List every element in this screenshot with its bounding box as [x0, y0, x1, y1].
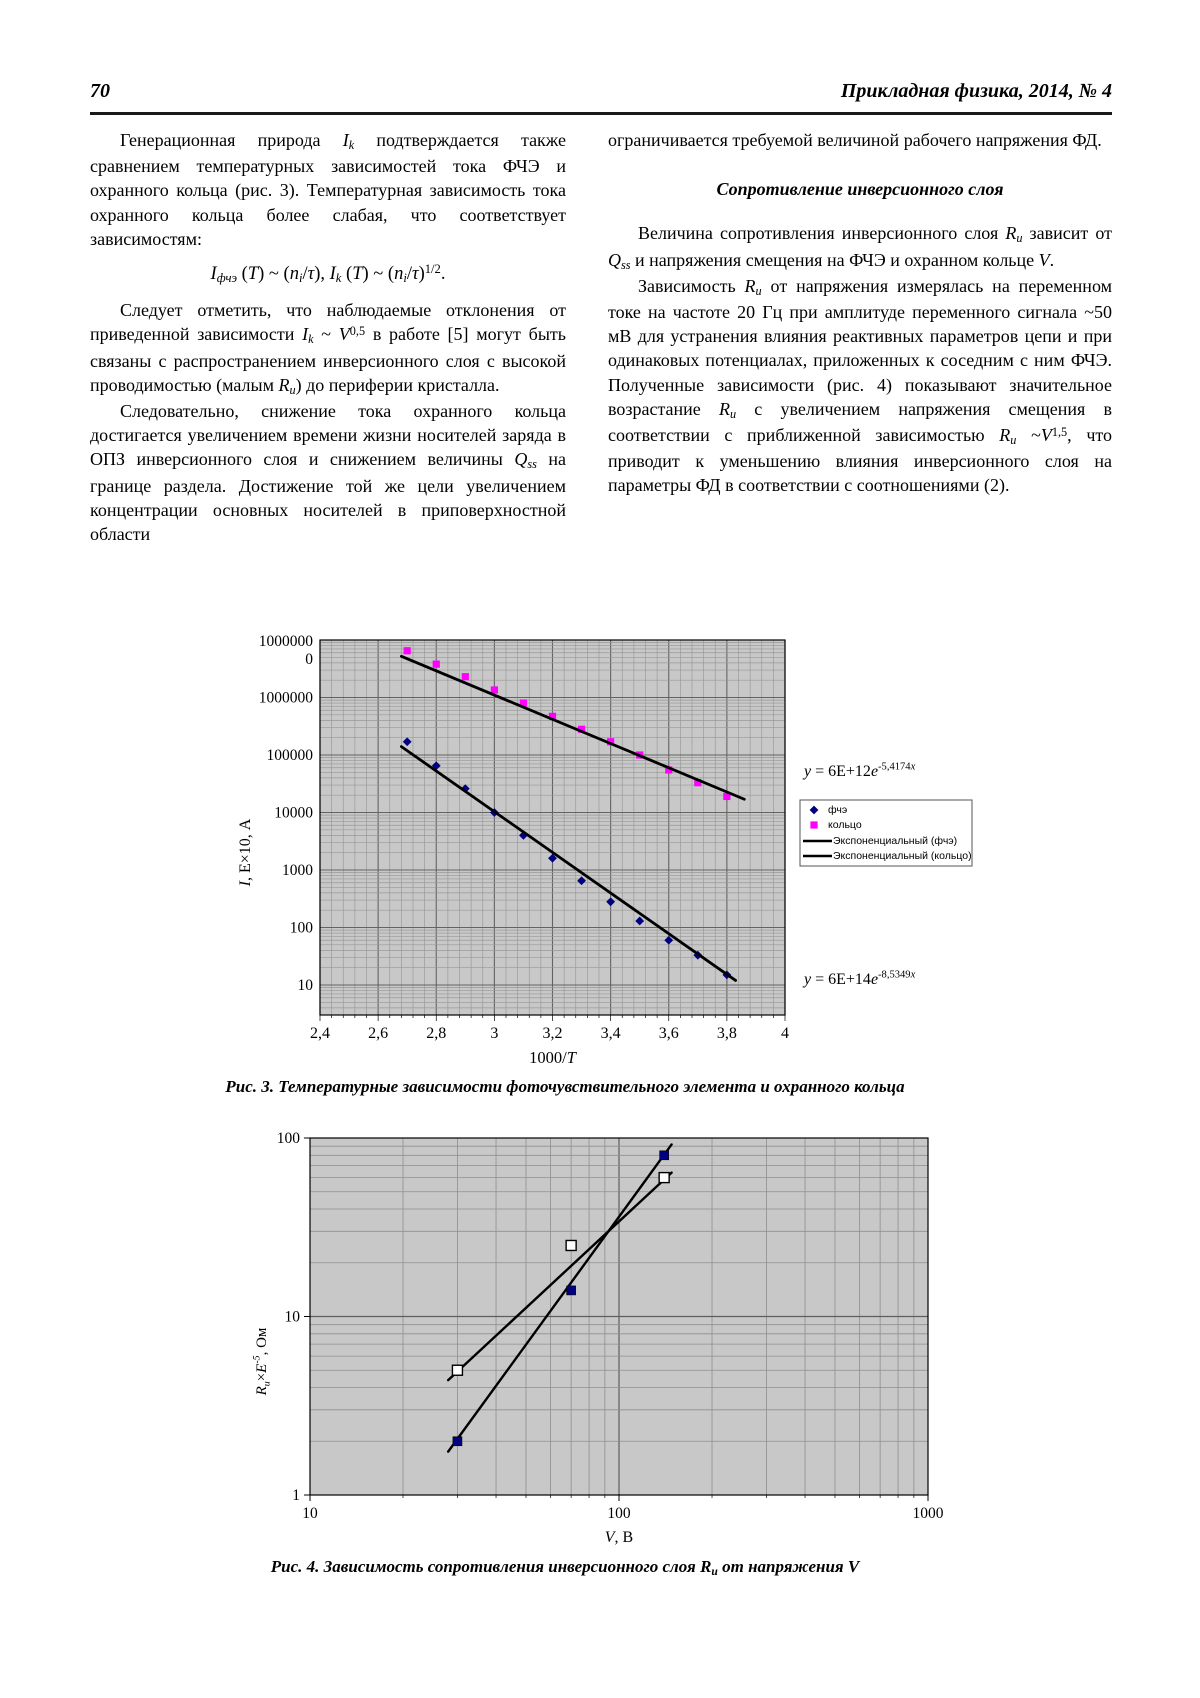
svg-text:100: 100 — [290, 920, 314, 937]
text-columns: Генерационная природа Ik подтверждается … — [90, 128, 1112, 546]
fig3-caption: Рис. 3. Температурные зависимости фоточу… — [225, 1077, 905, 1096]
paragraph-dependence-measured: Зависимость Rи от напряжения измерялась … — [608, 275, 1113, 496]
paragraph-consequently: Следовательно, снижение тока охранного к… — [90, 401, 567, 545]
svg-text:2,4: 2,4 — [310, 1025, 330, 1042]
svg-text:1000000: 1000000 — [259, 633, 314, 650]
paragraph-resistance-value: Величина сопротивления инверсионного сло… — [608, 223, 1112, 272]
paragraph-deviations: Следует отметить, что наблюдаемые отклон… — [90, 300, 566, 397]
svg-text:кольцо: кольцо — [828, 819, 862, 831]
svg-text:3,6: 3,6 — [659, 1025, 679, 1042]
paragraph-limited-by: ограничивается требуемой величиной рабоч… — [608, 130, 1102, 150]
svg-text:Rи×E-5, Ом: Rи×E-5, Ом — [252, 1327, 273, 1396]
svg-text:10: 10 — [302, 1505, 318, 1522]
svg-text:V, В: V, В — [605, 1529, 633, 1546]
svg-text:10000: 10000 — [274, 805, 313, 822]
right-column: ограничивается требуемой величиной рабоч… — [608, 128, 1112, 546]
svg-text:1000000: 1000000 — [259, 690, 314, 707]
svg-text:3,4: 3,4 — [601, 1025, 621, 1042]
journal-title: Прикладная физика, 2014, № 4 — [840, 80, 1112, 102]
svg-text:10: 10 — [298, 977, 314, 994]
header-rule — [90, 112, 1112, 115]
svg-text:1000: 1000 — [913, 1505, 944, 1522]
svg-text:Экспоненциальный (кольцо): Экспоненциальный (кольцо) — [833, 850, 972, 862]
fig3-temperature-dependence-chart: 1000000 0 1000000 100000 10000 1000 100 10 2,4 2,… — [230, 590, 1120, 1075]
paragraph-generation-nature: Генерационная природа Ik подтверждается … — [90, 130, 566, 249]
fig4-caption: Рис. 4. Зависимость сопротивления инверс… — [270, 1557, 860, 1578]
page-number: 70 — [90, 80, 110, 102]
svg-text:3,8: 3,8 — [717, 1025, 737, 1042]
svg-text:100000: 100000 — [267, 747, 314, 764]
svg-text:100: 100 — [277, 1130, 301, 1147]
page-header: 70 Прикладная физика, 2014, № 4 — [90, 80, 1112, 103]
svg-text:1: 1 — [292, 1487, 300, 1504]
svg-text:1000: 1000 — [282, 862, 313, 879]
svg-text:y = 6E+12e-5,4174x: y = 6E+12e-5,4174x — [802, 761, 916, 780]
svg-text:2,6: 2,6 — [368, 1025, 388, 1042]
svg-text:2,8: 2,8 — [426, 1025, 446, 1042]
left-column: Генерационная природа Ik подтверждается … — [90, 128, 566, 546]
svg-text:фчэ: фчэ — [828, 804, 847, 816]
svg-text:10: 10 — [285, 1309, 301, 1326]
svg-text:y = 6E+14e-8,5349x: y = 6E+14e-8,5349x — [802, 969, 916, 988]
fig4-resistance-voltage-chart: 100 10 1 10 100 1000 V, В Rи×E-5, Ом — [240, 1118, 960, 1553]
section-heading: Сопротивление инверсионного слоя — [716, 179, 1004, 200]
svg-text:4: 4 — [781, 1025, 789, 1042]
svg-text:100: 100 — [607, 1505, 631, 1522]
svg-text:0: 0 — [305, 651, 313, 668]
svg-text:I, E×10, А: I, E×10, А — [237, 818, 254, 887]
svg-text:1000/T: 1000/T — [529, 1048, 578, 1067]
formula-temperature-dependence: Iфчэ (T) ~ (ni/τ), Ik (T) ~ (ni/τ)1/2. — [210, 262, 446, 286]
svg-text:3,2: 3,2 — [543, 1025, 563, 1042]
svg-text:3: 3 — [490, 1025, 498, 1042]
svg-text:Экспоненциальный (фчэ): Экспоненциальный (фчэ) — [833, 835, 957, 847]
